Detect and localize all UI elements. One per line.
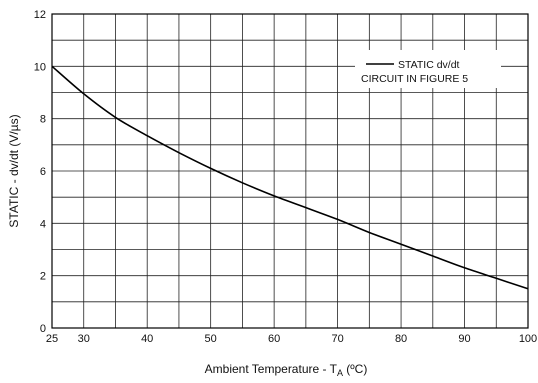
y-tick-label: 4 [40, 218, 46, 230]
x-tick-label: 100 [519, 333, 537, 345]
y-tick-labels: 0 2 4 6 8 10 12 [34, 9, 46, 335]
y-tick-label: 0 [40, 323, 46, 335]
y-tick-label: 8 [40, 114, 46, 126]
x-tick-labels: 25 30 40 50 60 70 80 90 100 [46, 333, 537, 345]
x-tick-label: 30 [78, 333, 90, 345]
y-tick-label: 10 [34, 61, 46, 73]
series-layer [51, 65, 529, 290]
x-tick-label: 90 [458, 333, 470, 345]
legend-entry-1: STATIC dv/dt [398, 59, 460, 71]
x-tick-label: 80 [395, 333, 407, 345]
y-tick-label: 6 [40, 166, 46, 178]
series-line-static-dvdt [51, 65, 529, 290]
y-tick-label: 12 [34, 9, 46, 21]
x-tick-label: 60 [268, 333, 280, 345]
y-tick-label: 2 [40, 271, 46, 283]
x-tick-label: 70 [331, 333, 343, 345]
x-tick-label: 50 [205, 333, 217, 345]
x-axis-label-main: Ambient Temperature - T [205, 362, 338, 376]
y-axis-label: STATIC - dv/dt (V/µs) [7, 114, 21, 227]
x-axis-label-unit: (ºC) [343, 362, 367, 376]
x-axis-label: Ambient Temperature - TA (ºC) [205, 362, 368, 378]
x-tick-label: 25 [46, 333, 58, 345]
x-tick-label: 40 [141, 333, 153, 345]
legend: STATIC dv/dt CIRCUIT IN FIGURE 5 [355, 50, 501, 88]
x-axis-label-subscript: A [337, 368, 343, 378]
legend-entry-2: CIRCUIT IN FIGURE 5 [361, 73, 468, 85]
plot-frame [51, 13, 529, 329]
legend-background [355, 50, 501, 88]
